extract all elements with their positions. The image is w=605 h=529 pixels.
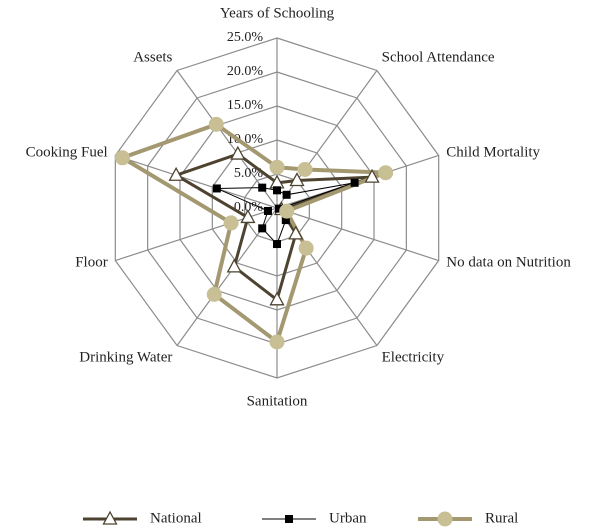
data-point — [223, 215, 239, 231]
data-point — [230, 145, 246, 160]
data-point — [263, 206, 272, 215]
data-point — [269, 334, 285, 350]
axis-label: Electricity — [382, 349, 445, 365]
tick-label: 0.0% — [234, 200, 264, 215]
data-point — [114, 150, 130, 166]
data-point — [281, 216, 290, 225]
data-point — [350, 178, 359, 187]
axis-label: Child Mortality — [446, 144, 540, 160]
series-line — [117, 122, 387, 346]
spoke — [115, 207, 278, 262]
legend-marker — [102, 510, 118, 525]
axis-label: Assets — [133, 49, 172, 65]
data-point — [279, 203, 295, 219]
data-point — [274, 204, 283, 213]
data-point — [240, 209, 256, 224]
data-point — [297, 161, 313, 177]
data-point — [378, 165, 394, 181]
data-point — [206, 286, 222, 302]
data-point — [298, 240, 314, 256]
legend-label: Rural — [485, 510, 518, 526]
legend-label: National — [150, 510, 202, 526]
data-point — [269, 291, 285, 306]
data-point — [258, 183, 267, 192]
data-point — [282, 190, 291, 199]
axis-label: Floor — [75, 254, 108, 270]
legend-marker — [437, 511, 453, 527]
data-point — [258, 224, 267, 233]
axis-label: Sanitation — [247, 393, 308, 409]
axis-label: School Attendance — [382, 49, 495, 65]
data-point — [364, 168, 380, 183]
spoke — [115, 154, 278, 209]
data-point — [168, 166, 184, 181]
data-point — [226, 258, 242, 273]
data-point — [212, 184, 221, 193]
tick-label: 25.0% — [227, 30, 264, 45]
data-point — [289, 172, 305, 187]
axis-label: Cooking Fuel — [26, 144, 108, 160]
series-line — [172, 152, 373, 303]
spoke — [276, 207, 439, 262]
legend-label: Urban — [329, 510, 367, 526]
axis-label: Drinking Water — [79, 349, 172, 365]
data-point — [273, 240, 281, 249]
legend-marker — [285, 515, 293, 523]
data-point — [288, 225, 304, 240]
tick-label: 20.0% — [227, 64, 264, 79]
axis-label: Years of Schooling — [220, 5, 335, 21]
tick-label: 5.0% — [234, 166, 264, 181]
data-point — [208, 116, 224, 132]
data-point — [269, 159, 285, 175]
data-point — [273, 186, 281, 195]
axis-label: No data on Nutrition — [446, 254, 571, 270]
tick-label: 15.0% — [227, 98, 264, 113]
